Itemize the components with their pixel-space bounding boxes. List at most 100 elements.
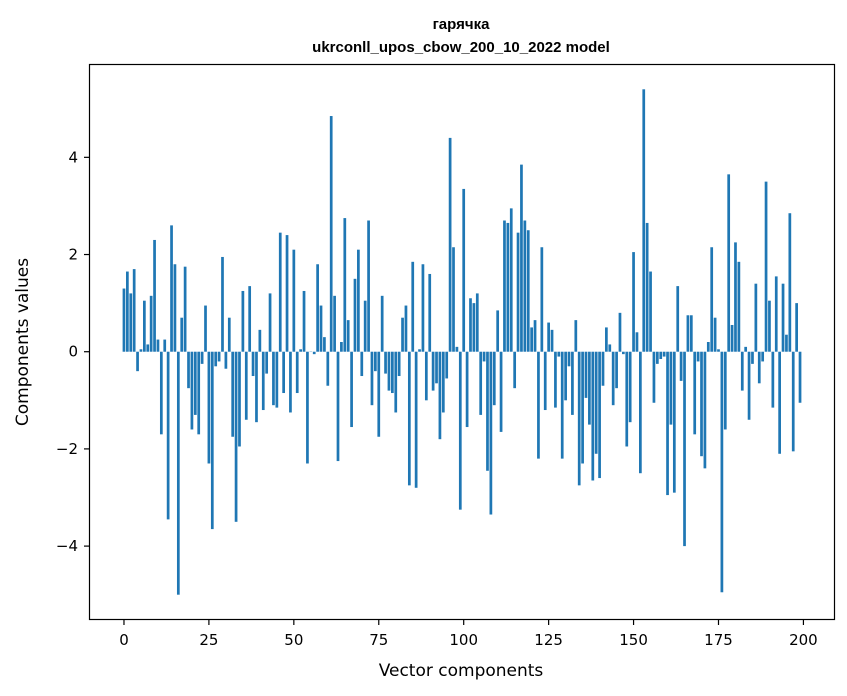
bar [540,247,544,352]
bar [577,351,581,486]
bar [469,298,472,352]
bar [489,351,493,515]
bar [214,351,218,367]
bar [278,232,282,352]
bar [166,351,170,520]
bar [509,208,513,352]
bar [771,351,775,408]
bar [193,351,197,415]
bar [418,349,421,352]
bar [652,351,656,403]
bar [234,351,238,522]
bar [557,351,561,357]
bar [781,283,785,352]
bar [615,351,618,389]
bar [391,351,394,394]
y-tick-label: −4 [56,537,78,555]
bar [197,351,201,435]
bar [798,351,802,403]
bar [554,351,557,408]
bar [686,315,690,352]
bar [506,222,510,352]
bar [564,351,567,401]
bar [187,351,190,389]
bar [791,351,795,452]
bar [357,249,360,352]
bar [329,116,333,352]
bar [730,324,734,352]
bar [143,300,146,352]
bar [180,317,184,352]
bar [363,300,367,352]
bar [421,264,425,352]
bar [455,346,459,352]
bar [414,351,418,488]
bar [380,295,384,352]
bar [374,351,377,372]
bar [605,327,608,352]
bar [679,351,683,381]
bar [323,337,326,352]
bar [129,293,133,352]
bar [649,271,652,352]
bar [343,218,347,352]
bar [319,305,323,352]
bar [350,351,353,428]
bar [377,351,381,437]
bar [275,351,279,408]
bar [265,351,269,374]
bar [696,351,700,362]
bar [598,351,601,479]
bar [227,317,231,352]
bar [261,351,265,411]
bar [472,303,476,352]
bar [411,261,415,352]
bar [435,351,438,384]
bar [513,351,517,389]
bar [608,344,612,352]
bar [482,351,486,362]
bar [353,278,357,352]
bar [622,351,625,355]
bar [452,247,455,352]
x-tick-label: 25 [199,631,218,649]
bar [268,293,272,352]
bar [299,349,302,352]
bar [282,351,285,394]
x-tick-label: 150 [619,631,648,649]
bar [173,264,177,352]
bar [795,303,798,352]
x-axis-ticks: 0 25 50 75 100 125 150 175 200 [119,619,818,649]
bar [156,339,160,352]
bar [594,351,598,454]
bar [659,351,663,360]
bar [258,329,262,352]
bar [153,239,156,352]
bar [475,293,479,352]
bar [672,351,676,493]
y-tick-label: 4 [68,148,78,166]
bar [526,230,530,352]
bar [693,351,697,435]
bar [224,351,228,369]
x-tick-label: 50 [284,631,303,649]
y-tick-label: −2 [56,440,78,458]
bar [737,261,741,352]
bar [635,332,639,352]
bar [734,242,737,352]
bar [438,351,442,440]
bar [136,351,139,372]
bar [221,256,224,352]
bar [126,271,129,352]
bar [244,351,248,420]
bar [774,276,778,352]
bar [210,351,214,530]
x-tick-label: 175 [704,631,733,649]
x-tick-label: 100 [449,631,478,649]
x-axis-label: Vector components [379,661,544,681]
bar [533,320,537,352]
bar [683,351,686,547]
bar [340,342,343,352]
bar [238,351,241,447]
